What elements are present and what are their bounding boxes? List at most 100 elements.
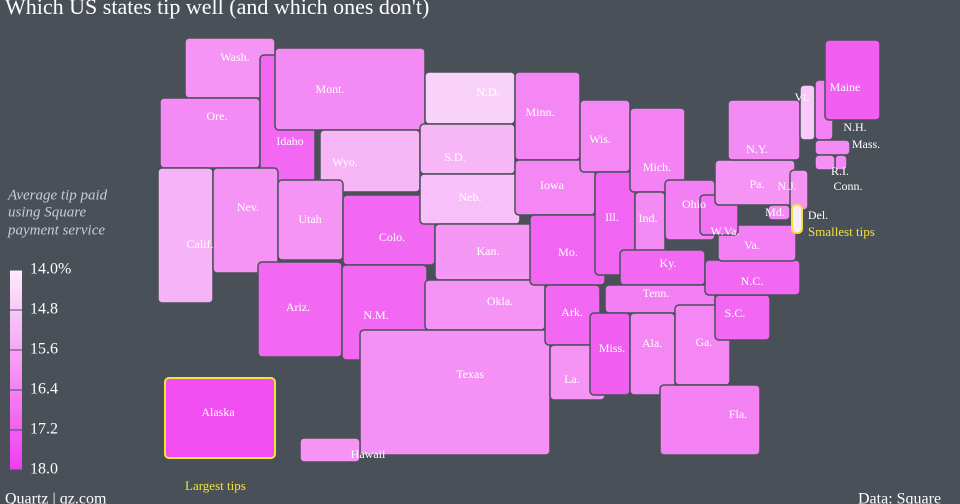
legend-swatch <box>10 440 22 446</box>
state-label: Va. <box>744 238 760 252</box>
state-label: Nev. <box>237 200 259 214</box>
legend-tick-label: 17.2 <box>30 421 58 438</box>
state-label: Mass. <box>852 137 880 151</box>
state-label: Wash. <box>220 50 249 64</box>
legend-swatch <box>10 305 22 311</box>
state-label: Texas <box>456 367 484 381</box>
credit: Data: Square <box>858 491 941 504</box>
state-label: La. <box>564 372 580 386</box>
legend-title: using Square <box>8 204 87 220</box>
state <box>659 384 761 456</box>
legend-swatch <box>10 350 22 356</box>
annotation: Largest tips <box>185 478 246 493</box>
title: Which US states tip well (and which ones… <box>5 0 429 19</box>
legend-swatch <box>10 295 22 301</box>
state-label: Iowa <box>540 178 565 192</box>
state-label: Mich. <box>643 160 671 174</box>
state-label: N.M. <box>363 308 388 322</box>
annotation: Smallest tips <box>808 224 875 239</box>
legend-swatch <box>10 275 22 281</box>
state <box>299 437 361 463</box>
state-label: Utah <box>298 212 321 226</box>
state <box>212 167 279 274</box>
legend-swatch <box>10 445 22 451</box>
legend-swatch <box>10 325 22 331</box>
state-label: Ga. <box>696 335 713 349</box>
state-label: Wis. <box>589 132 611 146</box>
state-label: Ore. <box>207 109 228 123</box>
state-label: Idaho <box>276 134 303 148</box>
legend-swatch <box>10 285 22 291</box>
legend-swatch <box>10 340 22 346</box>
legend-swatch <box>10 310 22 316</box>
state-label: N.D. <box>476 85 499 99</box>
state <box>814 139 851 156</box>
legend-swatch <box>10 400 22 406</box>
legend-swatch <box>10 355 22 361</box>
state-label: Vt. <box>795 90 810 104</box>
state <box>814 154 836 171</box>
legend-swatch <box>10 345 22 351</box>
state-label: Kan. <box>477 244 500 258</box>
state-label: S.D. <box>444 150 465 164</box>
state <box>419 123 516 175</box>
legend-swatch <box>10 360 22 366</box>
state <box>629 312 676 396</box>
legend-swatch <box>10 460 22 466</box>
legend-swatch <box>10 385 22 391</box>
legend-swatch <box>10 370 22 376</box>
state-label: N.Y. <box>746 142 768 156</box>
legend-swatch <box>10 330 22 336</box>
state-label: Ala. <box>642 336 662 350</box>
legend-swatch <box>10 420 22 426</box>
legend-swatch <box>10 405 22 411</box>
state-label: W.Va. <box>711 224 740 238</box>
state-label: N.C. <box>741 274 764 288</box>
legend-swatch <box>10 280 22 286</box>
state <box>157 167 214 304</box>
legend-swatch <box>10 315 22 321</box>
state-label: Minn. <box>525 105 554 119</box>
legend-swatch <box>10 375 22 381</box>
legend-tick-label: 14.0% <box>30 261 71 278</box>
legend-swatch <box>10 410 22 416</box>
legend-swatch <box>10 465 22 471</box>
state-label: Del. <box>808 208 828 222</box>
state <box>424 71 516 125</box>
state-label: Ariz. <box>286 300 310 314</box>
legend-swatch <box>10 435 22 441</box>
state-label: Fla. <box>729 407 747 421</box>
state-label: Miss. <box>599 341 625 355</box>
legend-swatch <box>10 390 22 396</box>
legend-swatch <box>10 425 22 431</box>
state-label: Okla. <box>487 294 513 308</box>
legend-swatch <box>10 320 22 326</box>
state <box>424 279 546 331</box>
state-label: Tenn. <box>643 286 670 300</box>
state <box>824 39 881 121</box>
state-label: Ark. <box>561 305 583 319</box>
state-label: Alaska <box>201 405 235 419</box>
legend-tick-label: 14.8 <box>30 301 58 318</box>
legend-swatch <box>10 365 22 371</box>
legend-swatch <box>10 395 22 401</box>
legend-swatch <box>10 450 22 456</box>
state-label: Colo. <box>379 230 405 244</box>
state-label: Pa. <box>750 177 765 191</box>
state-label: Ky. <box>660 256 677 270</box>
state-label: Ind. <box>639 211 658 225</box>
state-label: Ill. <box>605 210 619 224</box>
legend-title: Average tip paid <box>7 187 108 203</box>
state <box>164 377 276 459</box>
legend-swatch <box>10 335 22 341</box>
state-label: N.J. <box>777 179 796 193</box>
state-label: Maine <box>830 80 861 94</box>
legend-tick-label: 18.0 <box>30 461 58 478</box>
state-label: Mont. <box>315 82 344 96</box>
legend-swatch <box>10 380 22 386</box>
state-label: R.I. <box>831 164 849 178</box>
state <box>791 204 803 234</box>
state <box>634 191 666 259</box>
legend-title: payment service <box>7 222 105 238</box>
